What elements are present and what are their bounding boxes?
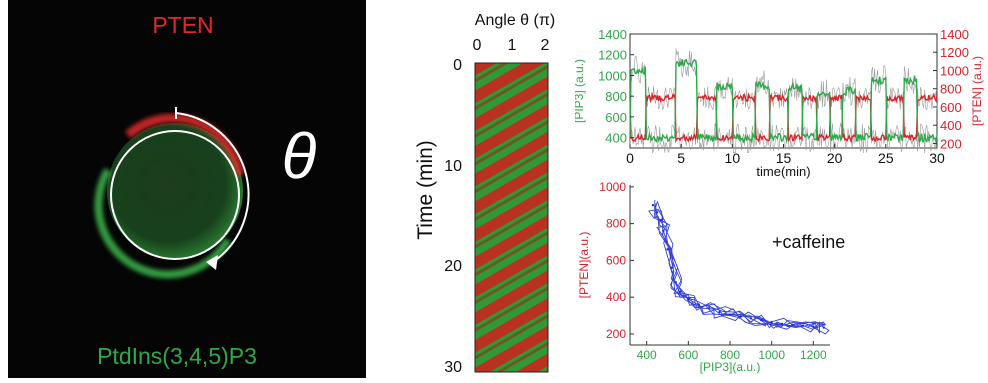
phase-point xyxy=(660,218,663,222)
phase-plot-chart: 400 600 800 1000 12002004006008001000[PIP3](… xyxy=(577,180,830,374)
phase-point xyxy=(678,290,682,293)
kymo-x-tick: 2 xyxy=(541,37,550,54)
ts-yr-tick-label: 400 xyxy=(940,118,962,133)
kymograph-panel: Angle θ (π) 0 1 2 0 10 20 30 Time (min) xyxy=(392,0,582,378)
arrow-head-icon xyxy=(206,255,218,270)
phase-point xyxy=(655,211,659,214)
phase-y-tick-label: 200 xyxy=(606,327,626,341)
pip3-crescent xyxy=(94,167,232,279)
phase-point xyxy=(670,266,673,269)
kymograph: Angle θ (π) 0 1 2 0 10 20 30 Time (min) xyxy=(414,12,555,376)
phase-point xyxy=(770,320,773,324)
kymograph-image xyxy=(475,63,548,372)
kymo-y-tick: 0 xyxy=(453,57,462,74)
ts-x-tick-label: 0 xyxy=(626,150,634,166)
ts-yl-tick-label: 1200 xyxy=(598,48,627,63)
phase-y-tick-label: 400 xyxy=(606,290,626,304)
ts-y-right-title: [PTEN] (a.u.) xyxy=(970,56,984,126)
kymo-x-tick: 1 xyxy=(508,37,517,54)
phase-x-tick-label: 400 xyxy=(637,348,657,362)
phase-x-title: [PIP3](a.u.) xyxy=(700,360,761,374)
phase-y-title: [PTEN](a.u.) xyxy=(577,232,591,299)
pten-label: PTEN xyxy=(152,12,213,38)
phase-point xyxy=(662,229,665,233)
ts-yr-tick-label: 1000 xyxy=(940,63,969,78)
ts-raw-pip3-line xyxy=(629,48,938,154)
ts-pten-line xyxy=(629,91,938,144)
cell-image-panel: PTEN θ PtdIns(3,4,5)P3 xyxy=(8,0,366,378)
ts-x-tick-label: 5 xyxy=(677,150,685,166)
membrane-outline xyxy=(110,130,240,260)
caffeine-annotation: +caffeine xyxy=(772,232,846,252)
ts-yr-tick-label: 800 xyxy=(940,82,962,97)
kymo-x-tick: 0 xyxy=(473,37,482,54)
ts-yl-tick-label: 600 xyxy=(605,110,627,125)
phase-point xyxy=(749,317,753,320)
phase-y-tick-label: 800 xyxy=(606,217,626,231)
phase-y-tick-label: 600 xyxy=(606,253,626,267)
phase-point xyxy=(760,318,763,322)
kymo-y-tick: 20 xyxy=(444,258,462,275)
kymo-y-title: Time (min) xyxy=(414,140,437,240)
cell-body xyxy=(107,123,243,259)
cell-image: PTEN θ PtdIns(3,4,5)P3 xyxy=(8,0,366,378)
kymograph-frame xyxy=(474,62,549,373)
phase-plot-panel: 400 600 800 1000 1200 200 400 600 800 1000 [PIP3](… xyxy=(560,175,860,375)
phase-point xyxy=(666,248,669,251)
ts-x-tick-label: 25 xyxy=(878,150,894,166)
ts-x-tick-label: 15 xyxy=(776,150,792,166)
phase-point xyxy=(728,313,732,316)
ts-yl-tick-label: 400 xyxy=(605,131,627,146)
phase-point xyxy=(791,323,794,326)
kymo-x-title: Angle θ (π) xyxy=(475,12,555,29)
phase-point xyxy=(674,281,678,284)
kymo-y-tick: 30 xyxy=(444,359,462,376)
ts-yr-tick-label: 1400 xyxy=(940,27,969,42)
phase-x-tick-label: 600 xyxy=(678,348,698,362)
phase-point xyxy=(780,322,784,326)
theta-symbol: θ xyxy=(282,120,317,192)
ts-yr-tick-label: 1200 xyxy=(940,45,969,60)
phase-y-tick-label: 1000 xyxy=(599,180,626,194)
ts-pip3-line xyxy=(629,58,938,144)
ts-yr-tick-label: 200 xyxy=(940,136,962,151)
ts-x-tick-label: 20 xyxy=(827,150,843,166)
ts-x-tick-label: 30 xyxy=(929,150,945,166)
kymo-y-tick: 10 xyxy=(444,158,462,175)
ts-x-tick-label: 10 xyxy=(725,150,741,166)
phase-point xyxy=(812,325,815,328)
ts-yr-tick-label: 600 xyxy=(940,100,962,115)
phase-point xyxy=(687,297,690,301)
phase-point xyxy=(822,326,825,329)
angle-arc xyxy=(175,112,250,263)
phase-point xyxy=(739,315,742,318)
phase-trajectory xyxy=(648,199,830,335)
timeseries-panel: 0 5 10 15 20 25 30 400 600 800 1000 1200 1400 200 400 6… xyxy=(572,20,988,192)
phase-x-tick-label: 1200 xyxy=(800,348,827,362)
ts-y-left-title: [PIP3] (a.u.) xyxy=(575,59,586,123)
pip3-label: PtdIns(3,4,5)P3 xyxy=(97,343,257,369)
phase-point xyxy=(651,204,655,207)
pten-crescent xyxy=(125,113,245,176)
ts-yl-tick-label: 1000 xyxy=(598,68,627,83)
ts-yl-tick-label: 1400 xyxy=(598,27,627,42)
ts-x-title: time(min) xyxy=(756,164,810,179)
phase-x-tick-label: 800 xyxy=(720,348,740,362)
phase-point xyxy=(801,324,805,327)
ts-yl-tick-label: 800 xyxy=(605,89,627,104)
phase-x-tick-label: 1000 xyxy=(758,348,785,362)
phase-point xyxy=(707,307,711,310)
timeseries-chart: 0 5 10 15 20 25 30 400 600 800 1000 1200 1400 200 400 6… xyxy=(572,27,984,179)
phase-point xyxy=(718,310,721,314)
phase-point xyxy=(697,303,700,306)
